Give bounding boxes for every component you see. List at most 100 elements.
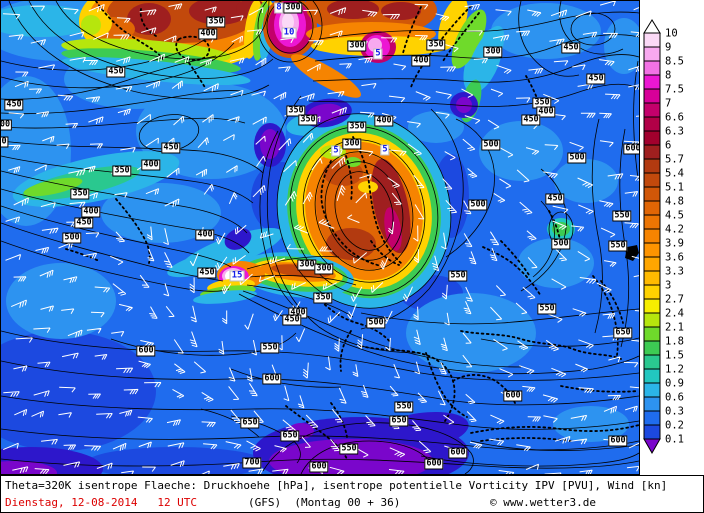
contour-label: 600 [448,447,468,459]
colorbar-segment [643,228,661,244]
contour-label: 600 [262,373,282,385]
pv-extremum-label: 8 [274,2,284,14]
contour-label: 550 [339,443,359,455]
contour-label: 450 [282,314,302,326]
colorbar-segment [643,172,661,188]
colorbar-tick-label: 2.7 [665,294,684,306]
contour-label: 500 [62,232,82,244]
colorbar-segment [643,158,661,174]
colorbar-tick-label: 0.1 [665,434,684,446]
colorbar-segment [643,116,661,132]
colorbar-segment [643,340,661,356]
colorbar-segment [643,354,661,370]
valid-datetime: Dienstag, 12-08-2014 12 UTC [5,496,198,509]
colorbar-tick-label: 6.6 [665,112,684,124]
colorbar-segment [643,200,661,216]
contour-label: 350 [70,188,90,200]
colorbar-bottom-arrow [643,438,661,455]
contour-label: 350 [112,165,132,177]
colorbar-tick-label: 6 [665,140,671,152]
pressure-contours [1,1,639,474]
wind-barbs [2,1,639,474]
contour-label: 700 [242,457,262,469]
contour-label: 450 [106,66,126,78]
colorbar-tick-label: 1.2 [665,364,684,376]
colorbar-segment [643,186,661,202]
colorbar-segment [643,312,661,328]
map-canvas [1,1,639,474]
colorbar-segment [643,144,661,160]
contour-label: 400 [411,55,431,67]
model-run-info: (GFS) (Montag 00 + 36) [248,496,401,509]
contour-label: 300 [342,138,362,150]
contour-label: 550 [608,240,628,252]
pv-extremum-label: 10 [281,27,297,39]
colorbar-tick-label: 4.8 [665,196,684,208]
contour-label: 450 [521,114,541,126]
contour-label: 650 [613,327,633,339]
contour-label: 600 [503,390,523,402]
colorbar-tick-label: 10 [665,28,678,40]
colorbar-tick-label: 6.3 [665,126,684,138]
colorbar-segment [643,74,661,90]
contour-label: 350 [347,121,367,133]
contour-label: 300 [347,40,367,52]
colorbar-segment [643,410,661,426]
colorbar-top-arrow [643,19,661,34]
contour-label: 350 [426,39,446,51]
contour-label: 650 [280,430,300,442]
contour-label: 450 [161,142,181,154]
contour-label: 600 [136,345,156,357]
colorbar-segment [643,368,661,384]
contour-label: 450 [197,267,217,279]
contour-label: 650 [240,417,260,429]
contour-label: 600 [623,143,639,155]
colorbar-tick-label: 7.5 [665,84,684,96]
colorbar-tick-label: 7 [665,98,671,110]
colorbar-tick-label: 4.5 [665,210,684,222]
contour-label: 550 [612,210,632,222]
contour-label: 600 [424,458,444,470]
colorbar-segment [643,130,661,146]
colorbar-tick-label: 0.3 [665,406,684,418]
contour-label: 0 [1,136,9,148]
colorbar-tick-label: 0.9 [665,378,684,390]
colorbar-segment [643,46,661,62]
contour-label: 550 [448,270,468,282]
colorbar-tick-label: 1.5 [665,350,684,362]
colorbar-segment [643,102,661,118]
colorbar-segment [643,326,661,342]
colorbar-tick-label: 4.2 [665,224,684,236]
pvu-colorbar: 10 9 8.5 8 7.5 7 6.6 6.3 6 5.7 5.4 5.1 4.8 4.5 4.2 3.9 3… [643,19,684,455]
colorbar-segment [643,270,661,286]
contour-label: 350 [206,16,226,28]
contour-label: 500 [567,152,587,164]
contour-label: 400 [536,106,556,118]
contour-label: 500 [481,139,501,151]
colorbar-tick-label: 1.8 [665,336,684,348]
colorbar-segment [643,88,661,104]
contour-label: 400 [198,28,218,40]
colorbar-segment [643,256,661,272]
contour-label: 450 [545,193,565,205]
caption-box: Theta=320K isentrope Flaeche: Druckhoehe… [0,475,704,513]
contour-label: 300 [314,263,334,275]
contour-label: 450 [561,42,581,54]
contour-label: 500 [366,317,386,329]
map-labels: 450 00 0 350 350 400 450 500 450 350 400 450 400 300 3… [1,1,639,474]
colorbar-tick-label: 5.4 [665,168,684,180]
colorbar-segment [643,60,661,76]
pv-extremum-label: 5 [380,144,390,156]
contour-label: 400 [141,159,161,171]
contour-label: 450 [4,99,24,111]
colorbar-tick-label: 2.1 [665,322,684,334]
colorbar-segment [643,32,661,48]
contour-label: 300 [283,2,303,14]
colorbar-segment [643,396,661,412]
colorbar-tick-label: 3.3 [665,266,684,278]
colorbar-segment [643,284,661,300]
contour-label: 600 [309,461,329,473]
contour-label: 350 [286,105,306,117]
contour-label: 350 [298,114,318,126]
